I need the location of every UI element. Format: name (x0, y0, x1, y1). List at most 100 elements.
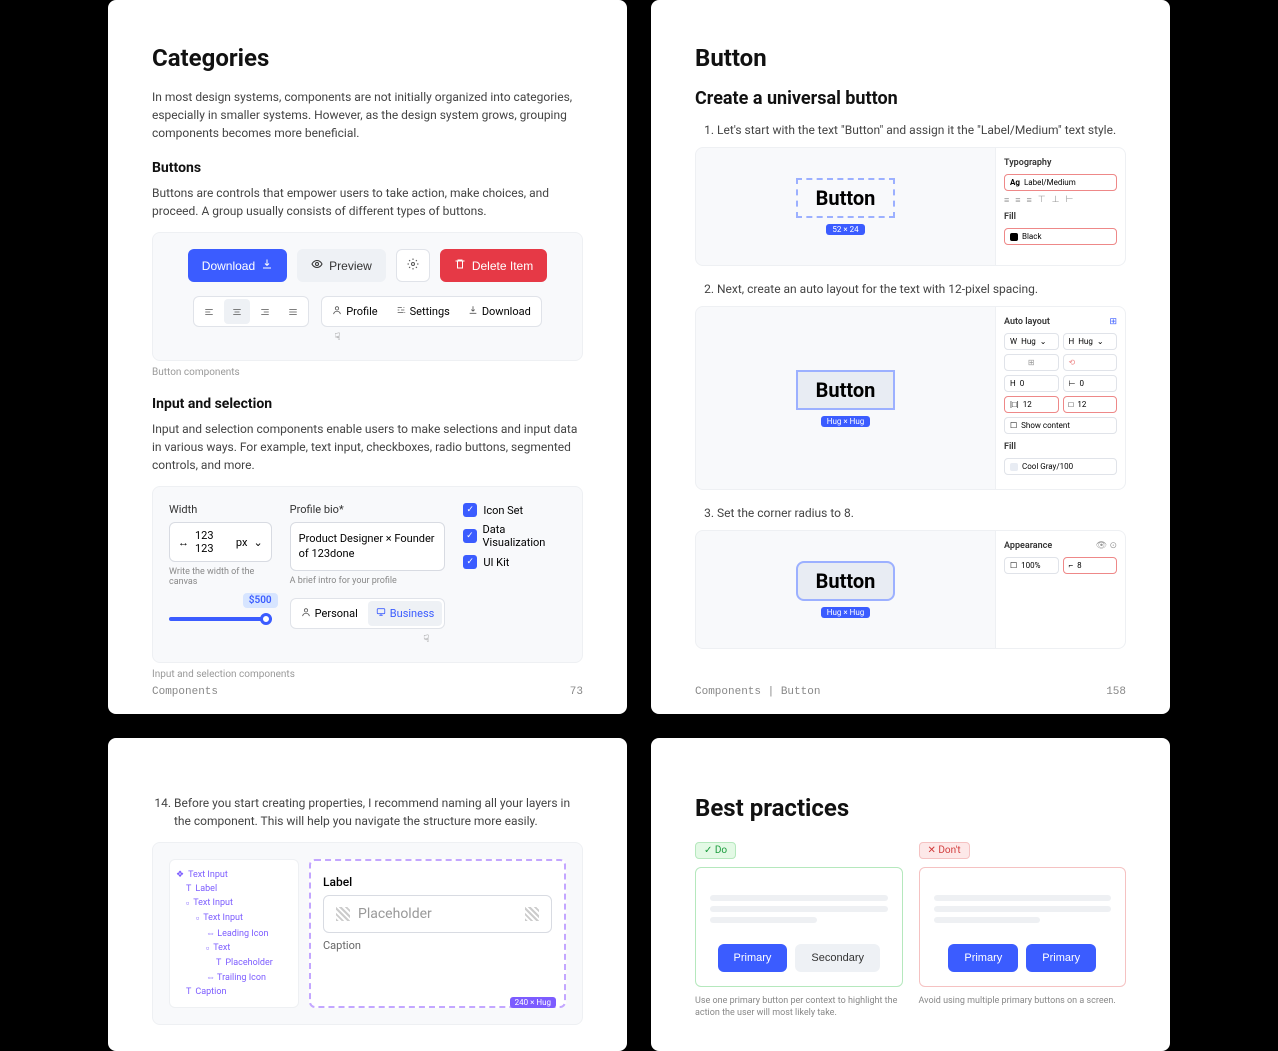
cb-dataviz[interactable]: ✓ Data Visualization (463, 523, 566, 549)
settings-icon-button[interactable] (396, 249, 430, 282)
buttons-example: Download Preview Delete Item (152, 232, 583, 361)
step14: Before you start creating properties, I … (174, 794, 583, 830)
appearance-panel: Appearance 👁 ⊙ ☐ 100% ⌐ 8 (996, 530, 1126, 649)
pad-h[interactable]: H 0 (1004, 375, 1059, 392)
do-box: ✓ Do Primary Secondary Use one primary b… (695, 838, 903, 1020)
gray-swatch (1010, 463, 1018, 471)
seg-download[interactable]: Download (460, 299, 539, 324)
pad-v[interactable]: ⊢ 0 (1063, 375, 1118, 392)
page-button: Button Create a universal button Let's s… (651, 0, 1170, 714)
button-preview: Button (796, 178, 896, 218)
checkbox-icon: ✓ (463, 529, 476, 543)
account-type-seg[interactable]: Personal Business (290, 598, 446, 629)
checkbox-icon: ✓ (463, 555, 477, 569)
fill-field[interactable]: Black (1004, 228, 1117, 245)
primary-button[interactable]: Primary (1026, 944, 1096, 972)
do-note: Use one primary button per context to hi… (695, 995, 903, 1020)
dont-badge: ✕ Don't (919, 842, 970, 859)
seg-settings[interactable]: Settings (388, 299, 458, 324)
comp-dim: 240 × Hug (510, 997, 556, 1008)
fill2-field[interactable]: Cool Gray/100 (1004, 458, 1117, 475)
preview-button[interactable]: Preview (297, 249, 386, 282)
page-layers: Before you start creating properties, I … (108, 738, 627, 1051)
cb-iconset[interactable]: ✓ Icon Set (463, 503, 566, 517)
caption-inputs: Input and selection components (152, 669, 583, 680)
price-slider[interactable]: $500 (169, 617, 272, 637)
align-left[interactable] (196, 299, 222, 324)
secondary-button[interactable]: Secondary (795, 944, 880, 972)
primary-button[interactable]: Primary (718, 944, 788, 972)
spacing-h[interactable]: |□| 12 (1004, 396, 1059, 413)
button-preview: Button (796, 561, 896, 601)
seg-profile[interactable]: Profile (324, 299, 385, 324)
layer-item[interactable]: ❖ Text Input (176, 868, 292, 882)
page-title: Button (695, 44, 1126, 72)
bio-textarea[interactable]: Product Designer × Founder of 123done (290, 522, 446, 571)
layer-item[interactable]: ⇔ Trailing Icon (176, 970, 292, 985)
layers-tree: ❖ Text Input T Label ▫ Text Input ▫ Text… (169, 859, 299, 1008)
tab-business[interactable]: Business (368, 601, 443, 626)
eye-icon (311, 258, 323, 273)
comp-input[interactable]: Placeholder (323, 895, 552, 933)
align-center[interactable] (224, 299, 250, 324)
page-best-practices: Best practices ✓ Do Primary Secondary Us… (651, 738, 1170, 1051)
opacity-field[interactable]: ☐ 100% (1004, 557, 1059, 574)
width-input[interactable]: ↔ 123 123 px ⌄ (169, 522, 272, 562)
download-icon (468, 305, 478, 318)
step2: Next, create an auto layout for the text… (717, 280, 1126, 298)
layer-item[interactable]: T Label (176, 882, 292, 896)
layer-item[interactable]: ▫ Text Input (176, 896, 292, 911)
trailing-icon (525, 907, 539, 921)
primary-button[interactable]: Primary (948, 944, 1018, 972)
text-style-field[interactable]: Ag Label/Medium (1004, 174, 1117, 191)
comp-label: Label (323, 875, 552, 889)
checkbox-group: ✓ Icon Set ✓ Data Visualization ✓ UI Kit (463, 503, 566, 646)
nav-segmented[interactable]: Profile Settings Download (321, 296, 542, 327)
section-buttons-text: Buttons are controls that empower users … (152, 184, 583, 220)
show-content[interactable]: ☐ Show content (1004, 417, 1117, 434)
preview-label: Preview (329, 259, 372, 273)
layer-item[interactable]: ▫ Text Input (176, 911, 292, 926)
page-title: Categories (152, 44, 583, 72)
figma-step3: Button Hug × Hug Appearance 👁 ⊙ ☐ 100% ⌐… (695, 530, 1126, 649)
radius-field[interactable]: ⌐ 8 (1063, 557, 1118, 574)
placeholder: Placeholder (358, 906, 517, 922)
delete-button[interactable]: Delete Item (440, 249, 547, 282)
layer-item[interactable]: ⇔ Leading Icon (176, 926, 292, 941)
user-icon (332, 305, 342, 318)
w-field[interactable]: W Hug ⌄ (1004, 333, 1059, 350)
align-icons: ≡≡≡⊤⊥⊢ (1004, 195, 1117, 206)
align-right[interactable] (252, 299, 278, 324)
download-label: Download (202, 259, 255, 273)
layer-item[interactable]: T Caption (176, 985, 292, 999)
delete-label: Delete Item (472, 259, 533, 273)
width-label: Width (169, 503, 272, 516)
tab-personal[interactable]: Personal (293, 601, 366, 626)
typography-panel: Typography Ag Label/Medium ≡≡≡⊤⊥⊢ Fill B… (996, 147, 1126, 266)
h-field[interactable]: H Hug ⌄ (1063, 333, 1118, 350)
slider-value: $500 (243, 593, 278, 608)
component-preview: Label Placeholder Caption 240 × Hug (309, 859, 566, 1008)
layer-item[interactable]: T Placeholder (176, 956, 292, 970)
button-preview: Button (796, 370, 896, 410)
dim-badge: 52 × 24 (826, 224, 864, 235)
footer-right: 73 (570, 686, 583, 698)
autolayout-icon: ⊞ (1109, 317, 1117, 327)
align-segmented[interactable] (193, 296, 309, 327)
intro-text: In most design systems, components are n… (152, 88, 583, 142)
cb-uikit[interactable]: ✓ UI Kit (463, 555, 566, 569)
layer-item[interactable]: ▫ Text (176, 941, 292, 956)
page-title: Best practices (695, 794, 1126, 822)
download-button[interactable]: Download (188, 249, 287, 282)
subtitle: Create a universal button (695, 88, 1126, 109)
width-help: Write the width of the canvas (169, 567, 272, 587)
align-justify[interactable] (280, 299, 306, 324)
spacing-v[interactable]: □ 12 (1063, 396, 1118, 413)
footer-right: 158 (1106, 686, 1126, 698)
checkbox-icon: ✓ (463, 503, 477, 517)
dont-card: Primary Primary (919, 867, 1127, 987)
caption-buttons: Button components (152, 367, 583, 378)
layers-example: ❖ Text Input T Label ▫ Text Input ▫ Text… (152, 842, 583, 1025)
resize-icon: ↔ (178, 536, 189, 549)
page-footer: Components | Button 158 (695, 686, 1126, 698)
